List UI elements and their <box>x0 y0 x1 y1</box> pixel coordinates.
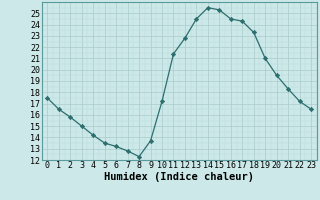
X-axis label: Humidex (Indice chaleur): Humidex (Indice chaleur) <box>104 172 254 182</box>
